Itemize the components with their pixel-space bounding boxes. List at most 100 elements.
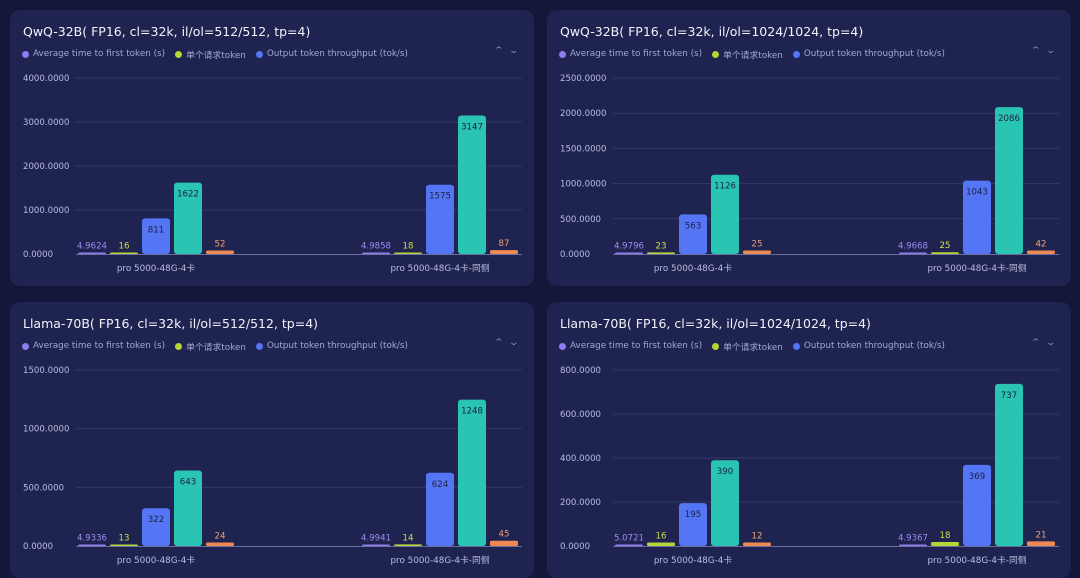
throughput-label: 369 [969,472,985,482]
throughput-bar [679,503,707,546]
throughput-label: 624 [432,480,448,490]
legend-item-single[interactable]: 单个请求token [175,48,246,61]
y-tick-label: 3000.0000 [23,118,69,128]
extra-label: 87 [499,239,510,249]
chart-title: QwQ-32B( FP16, cl=32k, il/ol=512/512, tp… [23,24,311,39]
y-tick-label: 0.0000 [23,250,53,260]
y-tick-label: 1000.0000 [23,425,69,435]
y-tick-label: 500.0000 [23,483,64,493]
ttft-label: 4.9858 [361,242,391,252]
extra-bar [206,250,234,254]
single-token-bar [931,542,959,546]
extra-bar [206,542,234,546]
legend-item-ttft[interactable]: Average time to first token (s) [559,341,702,351]
chart-legend: Average time to first token (s) 单个请求toke… [559,48,945,61]
legend-item-ttft[interactable]: Average time to first token (s) [22,341,165,351]
single-token-label: 14 [403,533,414,543]
ttft-label: 4.9624 [77,242,107,252]
throughput-label: 322 [148,515,164,525]
total-throughput-label: 1622 [177,190,199,200]
chevron-down-icon[interactable]: ⌄ [508,338,520,348]
chart-legend: Average time to first token (s) 单个请求toke… [559,340,945,353]
total-throughput-label: 737 [1001,391,1017,401]
legend-label-throughput: Output token throughput (tok/s) [266,49,408,59]
total-throughput-bar [711,460,739,546]
legend-dot-throughput [255,342,263,350]
y-tick-label: 800.0000 [560,366,601,376]
x-category-label: pro 5000-48G-4卡 [117,262,196,274]
legend-item-throughput[interactable]: Output token throughput (tok/s) [255,49,408,59]
ttft-bar [615,544,643,546]
single-token-bar [394,252,422,254]
chevron-up-icon[interactable]: ⌃ [1030,46,1041,56]
throughput-label: 563 [685,221,701,231]
total-throughput-label: 1126 [714,182,736,192]
chevron-down-icon[interactable]: ⌄ [1045,338,1057,348]
total-throughput-bar [711,174,739,254]
throughput-label: 811 [148,225,164,235]
extra-bar [1027,541,1055,546]
total-throughput-bar [458,115,486,254]
throughput-label: 1043 [966,188,988,198]
ttft-label: 4.9367 [898,534,928,544]
total-throughput-bar [995,383,1023,546]
legend-item-single[interactable]: 单个请求token [712,340,783,353]
extra-bar [743,542,771,546]
bar-chart: 0.0000 500.0000 1000.0000 1500.0000 2000.000… [560,74,1059,274]
chevron-down-icon[interactable]: ⌄ [1045,46,1057,56]
ttft-bar [615,252,643,254]
ttft-label: 5.0721 [614,534,644,544]
legend-label-single: 单个请求token [723,50,783,61]
throughput-label: 195 [685,510,701,520]
legend-item-single[interactable]: 单个请求token [175,340,246,353]
legend-item-throughput[interactable]: Output token throughput (tok/s) [792,49,945,59]
single-token-label: 13 [119,533,130,543]
throughput-bar [142,508,170,546]
legend-item-ttft[interactable]: Average time to first token (s) [559,49,702,59]
total-throughput-bar [995,107,1023,254]
single-token-bar [931,252,959,254]
ttft-bar [899,252,927,254]
single-token-label: 18 [403,242,414,252]
bar-chart: 0.0000 500.0000 1000.0000 1500.0000 4.9336 13… [23,366,522,566]
legend-item-ttft[interactable]: Average time to first token (s) [22,49,165,59]
y-tick-label: 4000.0000 [23,74,69,84]
y-tick-label: 1000.0000 [560,180,606,190]
legend-label-throughput: Output token throughput (tok/s) [803,341,945,351]
legend-dot-ttft [22,342,29,350]
chevron-up-icon[interactable]: ⌃ [493,338,504,348]
chevron-up-icon[interactable]: ⌃ [1030,338,1041,348]
chart-legend: Average time to first token (s) 单个请求toke… [22,48,408,61]
y-tick-label: 200.0000 [560,498,601,508]
legend-dot-throughput [792,342,800,350]
legend-pager: ⌃ ⌄ [493,338,520,348]
y-tick-label: 2500.0000 [560,74,606,84]
y-tick-label: 1000.0000 [23,206,69,216]
legend-label-ttft: Average time to first token (s) [33,341,166,351]
extra-label: 52 [215,240,226,250]
chevron-down-icon[interactable]: ⌄ [508,46,520,56]
y-tick-label: 0.0000 [560,542,590,552]
extra-label: 21 [1036,530,1047,540]
x-category-label: pro 5000-48G-4卡-同侧 [390,554,489,566]
throughput-label: 1575 [429,192,451,202]
ttft-bar [78,544,106,546]
single-token-bar [647,542,675,546]
single-token-bar [110,544,138,546]
legend-item-throughput[interactable]: Output token throughput (tok/s) [255,341,408,351]
chevron-up-icon[interactable]: ⌃ [493,46,504,56]
legend-item-throughput[interactable]: Output token throughput (tok/s) [792,341,945,351]
chart-legend: Average time to first token (s) 单个请求toke… [22,340,408,353]
extra-bar [1027,250,1055,254]
ttft-label: 4.9796 [614,242,644,252]
x-category-label: pro 5000-48G-4卡 [117,554,196,566]
chart-panel-llama-1024: Llama-70B( FP16, cl=32k, il/ol=1024/1024… [547,302,1071,578]
total-throughput-label: 1248 [461,407,483,417]
ttft-bar [78,252,106,254]
bar-chart: 0.0000 1000.0000 2000.0000 3000.0000 4000.00… [23,74,522,274]
chart-title: Llama-70B( FP16, cl=32k, il/ol=512/512, … [23,316,319,331]
legend-item-single[interactable]: 单个请求token [712,48,783,61]
y-tick-label: 2000.0000 [23,162,69,172]
y-tick-label: 400.0000 [560,454,601,464]
single-token-label: 18 [940,531,951,541]
